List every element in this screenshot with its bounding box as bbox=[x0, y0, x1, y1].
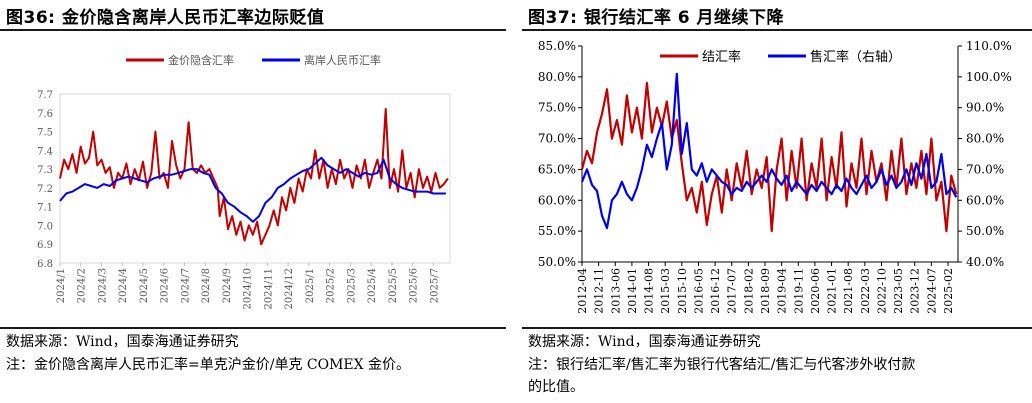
y-right-tick-label: 90.0% bbox=[966, 101, 1004, 115]
x-tick-label: 2025/7 bbox=[429, 268, 440, 303]
chart-legend: 结汇率 售汇率（右轴） bbox=[660, 49, 901, 65]
y-tick-label: 7.6 bbox=[37, 109, 53, 120]
y-right-tick-label: 40.0% bbox=[966, 255, 1004, 269]
x-tick-label: 2024/12 bbox=[284, 268, 295, 310]
bank-fx-settlement-chart: 50.0% 55.0% 60.0% 65.0% 70.0% 75.0% 80.0% 85.0%… bbox=[538, 39, 1012, 314]
series-line-cnh bbox=[59, 156, 446, 223]
x-tick-label: 2024/5 bbox=[139, 268, 150, 303]
x-tick-label: 2025/3 bbox=[346, 268, 357, 303]
x-tick-label: 2025-02 bbox=[942, 268, 955, 314]
chart-note: 注：金价隐含离岸人民币汇率=单克沪金价/单克 COMEX 金价。 bbox=[6, 357, 411, 373]
chart-axes: 6.8 6.9 7.0 7.1 7.2 7.3 7.4 7.5 7.6 7.7 2024/1 2024… bbox=[37, 90, 451, 310]
data-source: 数据来源：Wind，国泰海通证券研究 bbox=[6, 334, 239, 350]
y-right-tick-label: 80.0% bbox=[966, 132, 1004, 146]
y-left-tick-label: 50.0% bbox=[538, 255, 576, 269]
y-tick-label: 6.9 bbox=[37, 240, 53, 251]
x-tick-label: 2025/2 bbox=[326, 268, 337, 303]
x-tick-label: 2021-01 bbox=[826, 268, 839, 314]
x-tick-label: 2025/6 bbox=[409, 268, 420, 303]
x-tick-label: 2025/1 bbox=[305, 268, 316, 303]
y-right-tick-label: 70.0% bbox=[966, 162, 1004, 176]
y-tick-label: 6.8 bbox=[37, 259, 53, 270]
x-tick-label: 2015-03 bbox=[659, 268, 672, 314]
title-rule bbox=[522, 29, 1032, 31]
source-rule bbox=[522, 327, 1032, 329]
x-tick-label: 2021-08 bbox=[842, 268, 855, 314]
x-tick-label: 2022-10 bbox=[875, 268, 888, 314]
x-tick-label: 2018-09 bbox=[759, 268, 772, 314]
x-tick-label: 2024/6 bbox=[160, 268, 171, 303]
series-line-gold-implied bbox=[59, 108, 449, 246]
chart-axes: 50.0% 55.0% 60.0% 65.0% 70.0% 75.0% 80.0% 85.0%… bbox=[538, 39, 1012, 314]
legend-label-settlement: 结汇率 bbox=[702, 49, 741, 65]
x-tick-label: 2025/5 bbox=[388, 268, 399, 303]
x-tick-label: 2019-04 bbox=[776, 268, 789, 314]
y-left-tick-label: 75.0% bbox=[538, 101, 576, 115]
chart-series bbox=[580, 72, 958, 233]
x-tick-label: 2024/8 bbox=[201, 268, 212, 303]
x-tick-label: 2025/4 bbox=[367, 268, 378, 303]
y-tick-label: 7.5 bbox=[37, 128, 53, 139]
data-source: 数据来源：Wind，国泰海通证券研究 bbox=[528, 334, 761, 350]
y-tick-label: 7.0 bbox=[37, 221, 53, 232]
y-left-tick-label: 60.0% bbox=[538, 193, 576, 207]
y-right-tick-label: 100.0% bbox=[966, 70, 1012, 84]
y-left-tick-label: 85.0% bbox=[538, 39, 576, 53]
figure-37-panel: 图37: 银行结汇率 6 月继续下降 50.0% 55.0% 60.0% 65.0% 7… bbox=[522, 0, 1032, 403]
y-tick-label: 7.3 bbox=[37, 165, 53, 176]
figure-37-title: 图37: 银行结汇率 6 月继续下降 bbox=[528, 8, 785, 28]
chart-legend: 金价隐含汇率 离岸人民币汇率 bbox=[126, 53, 381, 67]
y-tick-label: 7.2 bbox=[37, 184, 53, 195]
x-tick-label: 2015-10 bbox=[676, 268, 689, 314]
y-right-tick-label: 110.0% bbox=[966, 39, 1012, 53]
x-tick-label: 2023-05 bbox=[892, 268, 905, 314]
x-tick-label: 2016-05 bbox=[692, 268, 705, 314]
x-tick-label: 2024/2 bbox=[77, 268, 88, 303]
x-tick-label: 2012-11 bbox=[593, 268, 606, 314]
y-right-tick-label: 60.0% bbox=[966, 193, 1004, 207]
y-left-tick-label: 70.0% bbox=[538, 132, 576, 146]
figure-36-title: 图36: 金价隐含离岸人民币汇率边际贬值 bbox=[6, 8, 325, 28]
x-tick-label: 2024/4 bbox=[118, 268, 129, 303]
x-tick-label: 2016-12 bbox=[709, 268, 722, 314]
chart-note-continued: 的比值。 bbox=[528, 379, 584, 395]
x-tick-label: 2017-07 bbox=[726, 268, 739, 314]
legend-label-sales: 售汇率（右轴） bbox=[810, 49, 901, 65]
x-tick-label: 2024/9 bbox=[222, 268, 233, 303]
gold-implied-cnh-chart: 6.8 6.9 7.0 7.1 7.2 7.3 7.4 7.5 7.6 7.7 2024/1 2024… bbox=[37, 53, 451, 310]
title-rule bbox=[0, 29, 506, 31]
source-rule bbox=[0, 327, 506, 329]
series-line-sales bbox=[580, 72, 958, 230]
chart-series bbox=[59, 108, 449, 246]
x-tick-label: 2022-03 bbox=[859, 268, 872, 314]
y-tick-label: 7.1 bbox=[37, 203, 53, 214]
x-tick-label: 2018-02 bbox=[742, 268, 755, 314]
y-left-tick-label: 65.0% bbox=[538, 162, 576, 176]
y-tick-label: 7.4 bbox=[37, 146, 53, 157]
x-tick-label: 2013-06 bbox=[609, 268, 622, 314]
figure-36-panel: 图36: 金价隐含离岸人民币汇率边际贬值 6.8 6.9 7.0 7.1 7.2 7.3 7… bbox=[0, 0, 506, 403]
x-tick-label: 2024/11 bbox=[263, 268, 274, 310]
x-tick-label: 2024-07 bbox=[925, 268, 938, 314]
y-left-tick-label: 55.0% bbox=[538, 224, 576, 238]
y-tick-label: 7.7 bbox=[37, 90, 53, 101]
x-tick-label: 2024/10 bbox=[243, 268, 254, 310]
legend-label-cnh: 离岸人民币汇率 bbox=[304, 53, 381, 67]
x-tick-label: 2024/1 bbox=[56, 268, 67, 303]
series-line-settlement bbox=[580, 81, 958, 233]
x-tick-label: 2024/7 bbox=[180, 268, 191, 303]
x-tick-label: 2012-04 bbox=[576, 268, 589, 314]
legend-label-gold-implied: 金价隐含汇率 bbox=[168, 53, 234, 67]
y-right-tick-label: 50.0% bbox=[966, 224, 1004, 238]
x-tick-label: 2020-06 bbox=[809, 268, 822, 314]
y-left-tick-label: 80.0% bbox=[538, 70, 576, 84]
x-tick-label: 2014-08 bbox=[643, 268, 656, 314]
x-tick-label: 2023-12 bbox=[909, 268, 922, 314]
chart-note: 注：银行结汇率/售汇率为银行代客结汇/售汇与代客涉外收付款 bbox=[528, 357, 916, 373]
x-tick-label: 2014-01 bbox=[626, 268, 639, 314]
x-tick-label: 2024/3 bbox=[97, 268, 108, 303]
x-tick-label: 2019-11 bbox=[792, 268, 805, 314]
